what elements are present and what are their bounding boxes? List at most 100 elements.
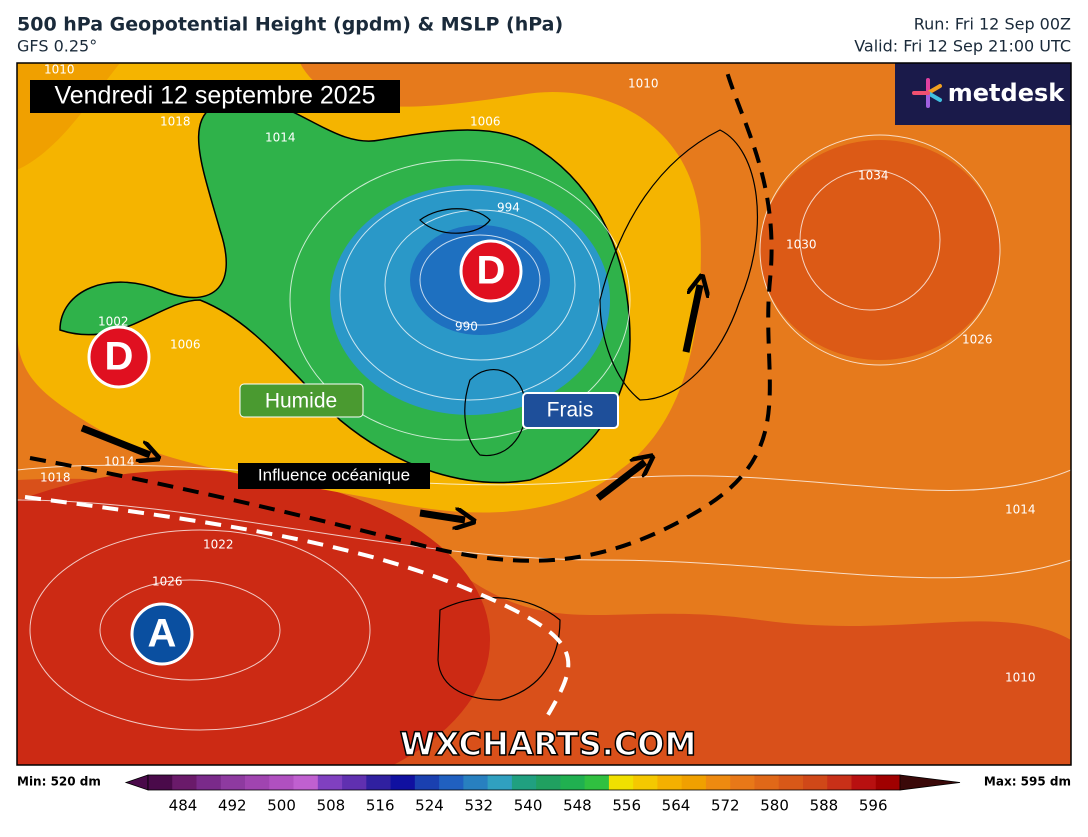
colorbar-tick-label: 540 [514, 797, 543, 815]
map: 1010 1018 1014 1006 1002 1006 994 990 10… [17, 63, 1071, 765]
colorbar-tick-label: 572 [711, 797, 740, 815]
map-frame [16, 62, 1072, 766]
annotation-box [239, 383, 364, 418]
colorbar-swatch [269, 775, 294, 790]
date-box [30, 80, 400, 113]
colorbar-tick-label: 516 [366, 797, 395, 815]
contour-label: 1018 [40, 471, 71, 485]
low-label: D [105, 335, 134, 379]
colorbar-swatch [827, 775, 852, 790]
colorbar-tick-label: 556 [612, 797, 641, 815]
colorbar-swatch [633, 775, 658, 790]
low-marker [87, 325, 151, 389]
contour-label: 994 [497, 201, 520, 215]
colorbar-swatch [487, 775, 513, 790]
colorbar-extend-high [899, 774, 961, 791]
contour-label: 1006 [170, 338, 201, 352]
colorbar-swatch [148, 775, 173, 790]
colorbar-swatch [536, 775, 561, 790]
low-label: D [477, 249, 506, 293]
colorbar-swatch [778, 775, 804, 790]
contour-label: 1022 [203, 538, 234, 552]
colorbar-tick-label: 596 [859, 797, 888, 815]
watermark: WXCHARTS.COM [400, 725, 697, 763]
colorbar-swatch [317, 775, 343, 790]
contour-label: 990 [455, 320, 478, 334]
colorbar-swatch [802, 775, 828, 790]
contour-label: 1006 [470, 115, 501, 129]
field-warm-east [760, 140, 1000, 360]
contour-label: 1014 [1005, 503, 1036, 517]
subtitle: GFS 0.25° [17, 37, 97, 56]
colorbar-tick-label: 500 [267, 797, 296, 815]
colorbar-swatch [463, 775, 489, 790]
colorbar-tick-label: 484 [169, 797, 198, 815]
front-dashed-white [24, 495, 571, 722]
contour-label: 1030 [786, 238, 817, 252]
contour-label: 1010 [44, 63, 75, 77]
logo-icon [912, 78, 942, 108]
colorbar-swatch [245, 775, 270, 790]
colorbar-min: Min: 520 dm [17, 775, 101, 789]
colorbar-swatch [657, 775, 683, 790]
contour-label: 1010 [628, 77, 659, 91]
colorbar-swatch [366, 775, 391, 790]
colorbar-swatch [414, 775, 440, 790]
colorbar-swatch [172, 775, 197, 790]
colorbar-tick-label: 524 [415, 797, 444, 815]
colorbar-swatch [390, 775, 416, 790]
coastlines [419, 129, 759, 701]
low-marker [459, 239, 523, 303]
valid-time: Valid: Fri 12 Sep 21:00 UTC [854, 37, 1071, 56]
high-marker [130, 602, 194, 666]
colorbar-swatch [220, 775, 246, 790]
colorbar-swatch [560, 775, 586, 790]
contour-label: 1014 [104, 455, 135, 469]
colorbar-tick-label: 580 [760, 797, 789, 815]
colorbar-swatch [342, 775, 367, 790]
contour-label: 1026 [962, 333, 993, 347]
colorbar-tick-label: 588 [810, 797, 839, 815]
colorbar-extend-low [124, 774, 149, 791]
contour-label: 1010 [1005, 671, 1036, 685]
contour-label: 1018 [160, 115, 191, 129]
colorbar-tick-label: 548 [563, 797, 592, 815]
colorbar-swatch [584, 775, 610, 790]
contour-label: 1034 [858, 169, 889, 183]
colorbar: 484 492 500 508 516 524 532 540 548 556 564 572 580 5… [124, 774, 961, 815]
colorbar-swatch [875, 775, 901, 790]
colorbar-swatch [511, 775, 537, 790]
annotation-box [238, 463, 430, 489]
colorbar-tick-label: 564 [662, 797, 691, 815]
title: 500 hPa Geopotential Height (gpdm) & MSL… [17, 14, 563, 36]
colorbar-swatch [196, 775, 222, 790]
contour-labels: 1010 1018 1014 1006 1002 1006 994 990 10… [40, 63, 1036, 685]
colorbar-tick-label: 492 [218, 797, 247, 815]
flow-arrows [80, 285, 700, 520]
isobars [17, 134, 1071, 731]
run-time: Run: Fri 12 Sep 00Z [914, 15, 1071, 34]
contour-label: 1014 [265, 131, 296, 145]
annotation-box [522, 392, 619, 429]
field-hot [17, 470, 490, 765]
annotation: Influence océanique [258, 465, 410, 484]
high-label: A [148, 612, 177, 656]
date-label: Vendredi 12 septembre 2025 [54, 82, 375, 110]
contour-label: 1002 [98, 315, 129, 329]
colorbar-max: Max: 595 dm [984, 775, 1071, 789]
colorbar-swatch [439, 775, 464, 790]
colorbar-swatch [681, 775, 707, 790]
colorbar-swatch [705, 775, 731, 790]
front-dashed-black [29, 64, 774, 563]
colorbar-swatch [293, 775, 319, 790]
colorbar-frame [147, 774, 901, 791]
colorbar-tick-label: 532 [464, 797, 493, 815]
colorbar-swatch [754, 775, 780, 790]
annotation: Humide [265, 390, 337, 413]
pressure-centers: D D A [87, 239, 523, 666]
annotation: Frais [547, 399, 594, 422]
colorbar-tick-label: 508 [317, 797, 346, 815]
colorbar-swatch [851, 775, 877, 790]
colorbar-swatch [730, 775, 755, 790]
